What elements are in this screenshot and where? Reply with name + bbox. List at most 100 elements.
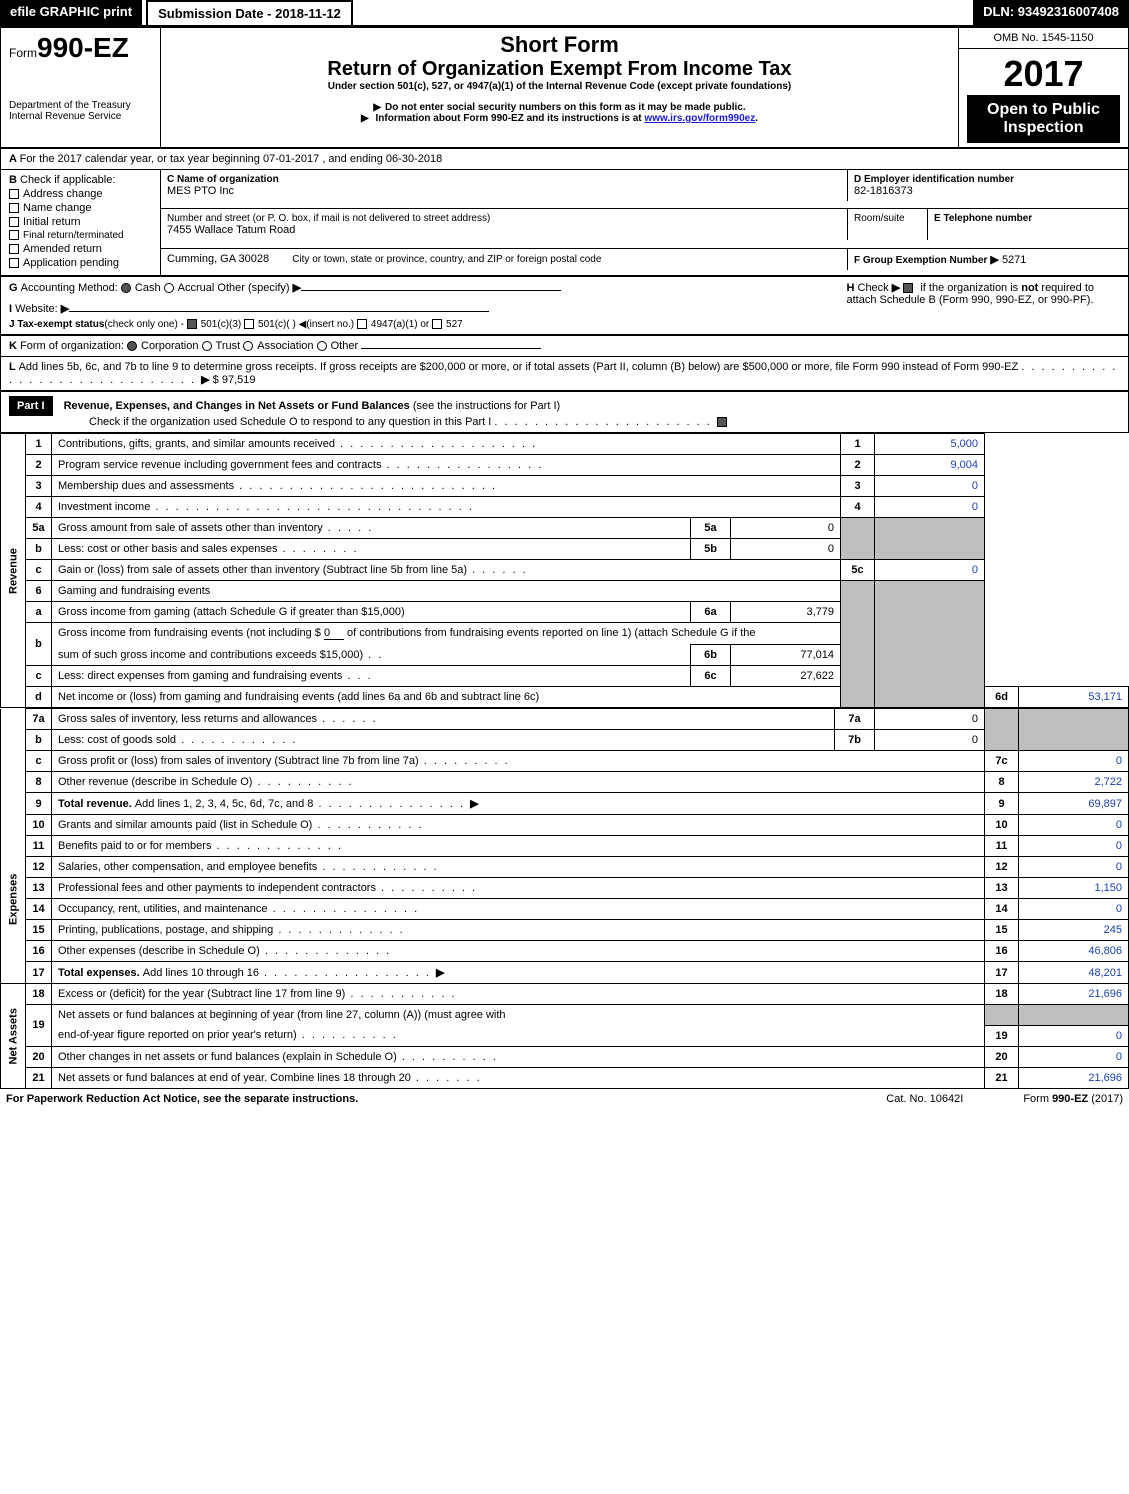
end-4: 4 xyxy=(841,497,875,518)
h-cell: H Check ▶ if the organization is not req… xyxy=(839,277,1129,335)
k-other-input[interactable] xyxy=(361,348,541,349)
website-input[interactable] xyxy=(69,311,489,312)
end-15: 15 xyxy=(985,920,1019,941)
end-3: 3 xyxy=(841,476,875,497)
greyval-5 xyxy=(875,518,985,560)
desc-2: Program service revenue including govern… xyxy=(52,455,841,476)
ln-6a: a xyxy=(26,602,52,623)
j-label: Tax-exempt status xyxy=(17,319,104,330)
greyval-6 xyxy=(875,581,985,708)
mval-6b: 77,014 xyxy=(731,645,841,666)
l-arrow-icon: ▶ xyxy=(201,374,209,386)
g-other: Other (specify) xyxy=(217,282,289,294)
i-label: Website: xyxy=(15,303,58,315)
check-final-return[interactable] xyxy=(9,230,19,240)
check-name-change[interactable] xyxy=(9,203,19,213)
omb-number: OMB No. 1545-1150 xyxy=(967,32,1120,44)
irs-link[interactable]: www.irs.gov/form990ez xyxy=(644,113,755,124)
ln-6: 6 xyxy=(26,581,52,602)
check-527[interactable] xyxy=(432,319,442,329)
desc-20: Other changes in net assets or fund bala… xyxy=(52,1046,985,1067)
form-word: Form xyxy=(9,46,37,60)
mlabel-5a: 5a xyxy=(691,518,731,539)
desc-19a: Net assets or fund balances at beginning… xyxy=(52,1005,985,1026)
under-section-text: Under section 501(c), 527, or 4947(a)(1)… xyxy=(169,81,950,92)
ln-15: 15 xyxy=(26,920,52,941)
check-assoc[interactable] xyxy=(243,341,253,351)
desc-3: Membership dues and assessments . . . . … xyxy=(52,476,841,497)
h-arrow-icon: ▶ xyxy=(892,282,900,294)
main-title: Return of Organization Exempt From Incom… xyxy=(169,58,950,81)
ln-7b: b xyxy=(26,730,52,751)
check-initial-return[interactable] xyxy=(9,217,19,227)
j-501c: 501(c)( ) xyxy=(258,319,296,330)
check-accrual[interactable] xyxy=(164,283,174,293)
ln-1: 1 xyxy=(26,434,52,455)
mlabel-5b: 5b xyxy=(691,539,731,560)
d-label: D Employer identification number xyxy=(854,174,1122,185)
check-4947[interactable] xyxy=(357,319,367,329)
form-number: 990-EZ xyxy=(37,32,129,63)
ln-5a: 5a xyxy=(26,518,52,539)
ln-14: 14 xyxy=(26,899,52,920)
end-7c: 7c xyxy=(985,751,1019,772)
g-arrow-icon: ▶ xyxy=(293,282,301,294)
val-8: 2,722 xyxy=(1019,772,1129,793)
ln-5b: b xyxy=(26,539,52,560)
dln-box: DLN: 93492316007408 xyxy=(973,0,1129,25)
e-label: E Telephone number xyxy=(934,213,1122,224)
desc-15: Printing, publications, postage, and shi… xyxy=(52,920,985,941)
arrow-17-icon: ▶ xyxy=(436,967,444,979)
end-9: 9 xyxy=(985,793,1019,815)
check-schedule-o[interactable] xyxy=(717,417,727,427)
submission-date-value: 2018-11-12 xyxy=(275,6,341,21)
ein-value: 82-1816373 xyxy=(854,185,1122,197)
check-trust[interactable] xyxy=(202,341,212,351)
k-cell: K Form of organization: Corporation Trus… xyxy=(1,336,1129,357)
check-amended-return[interactable] xyxy=(9,244,19,254)
check-501c3[interactable] xyxy=(187,319,197,329)
k-trust: Trust xyxy=(216,340,241,352)
ln-12: 12 xyxy=(26,857,52,878)
desc-12: Salaries, other compensation, and employ… xyxy=(52,857,985,878)
desc-5c: Gain or (loss) from sale of assets other… xyxy=(52,560,841,581)
check-h[interactable] xyxy=(903,283,913,293)
check-corp[interactable] xyxy=(127,341,137,351)
desc-5a: Gross amount from sale of assets other t… xyxy=(52,518,691,539)
part1-dots: . . . . . . . . . . . . . . . . . . . . … xyxy=(494,416,716,428)
grey-19 xyxy=(985,1005,1019,1026)
b-opt-4: Amended return xyxy=(23,243,102,255)
irs-label: Internal Revenue Service xyxy=(9,111,152,122)
desc-13: Professional fees and other payments to … xyxy=(52,878,985,899)
ln-18: 18 xyxy=(26,984,52,1005)
header-left-cell: Form990-EZ Department of the Treasury In… xyxy=(1,28,161,148)
desc-17: Total expenses. Add lines 10 through 16 … xyxy=(52,962,985,984)
val-3: 0 xyxy=(875,476,985,497)
end-21: 21 xyxy=(985,1067,1019,1088)
g-other-input[interactable] xyxy=(301,290,561,291)
check-address-change[interactable] xyxy=(9,189,19,199)
end-14: 14 xyxy=(985,899,1019,920)
desc-9: Total revenue. Add lines 1, 2, 3, 4, 5c,… xyxy=(52,793,985,815)
greyval-7 xyxy=(1019,709,1129,751)
org-city: Cumming, GA 30028 xyxy=(167,253,269,265)
check-501c[interactable] xyxy=(244,319,254,329)
check-other-org[interactable] xyxy=(317,341,327,351)
k-other: Other xyxy=(331,340,359,352)
section-b-cell: B Check if applicable: Address change Na… xyxy=(1,170,161,276)
desc-8: Other revenue (describe in Schedule O) .… xyxy=(52,772,985,793)
arrow-9-icon: ▶ xyxy=(470,798,478,810)
f-label: F Group Exemption Number xyxy=(854,255,987,266)
check-application-pending[interactable] xyxy=(9,258,19,268)
b-opt-1: Name change xyxy=(23,202,92,214)
val-4: 0 xyxy=(875,497,985,518)
omb-cell: OMB No. 1545-1150 xyxy=(959,28,1129,49)
ln-11: 11 xyxy=(26,836,52,857)
val-10: 0 xyxy=(1019,815,1129,836)
mval-5a: 0 xyxy=(731,518,841,539)
ln-5c: c xyxy=(26,560,52,581)
desc-6d: Net income or (loss) from gaming and fun… xyxy=(52,687,841,708)
info-text-pre: Information about Form 990-EZ and its in… xyxy=(376,113,645,124)
check-cash[interactable] xyxy=(121,283,131,293)
efile-print-button[interactable]: efile GRAPHIC print xyxy=(0,0,142,25)
